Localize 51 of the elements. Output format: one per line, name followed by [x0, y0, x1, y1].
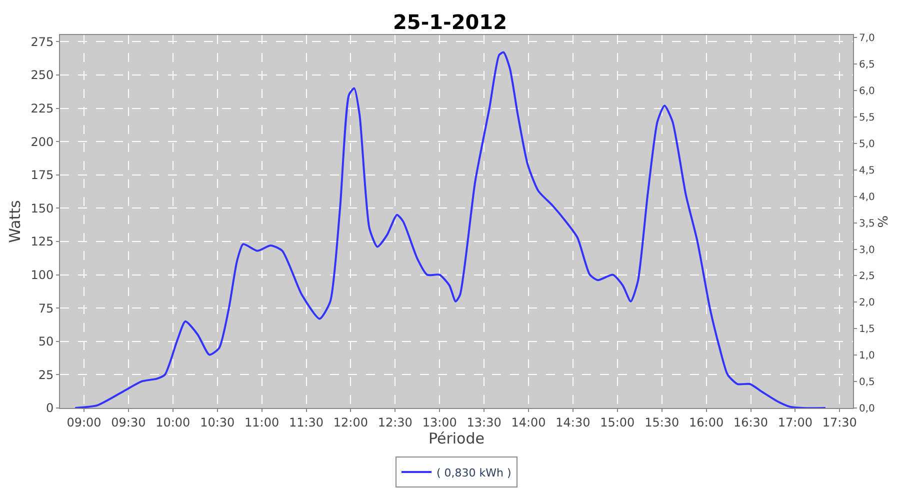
y2-tick-label: 3,0	[859, 244, 875, 256]
x-tick-label: 15:30	[644, 415, 680, 430]
x-tick-label: 14:00	[511, 415, 546, 430]
y2-tick-label: 0,5	[859, 377, 875, 388]
x-tick-label: 13:00	[422, 415, 457, 430]
chart-title: 25-1-2012	[392, 10, 508, 34]
y2-tick-label: 0,0	[859, 404, 875, 414]
y-tick-label: 0	[46, 401, 54, 416]
x-tick-label: 09:30	[111, 415, 146, 430]
x-tick-label: 12:30	[378, 415, 412, 430]
y-tick-label: 175	[30, 168, 54, 182]
y2-tick-label: 3,5	[859, 218, 875, 230]
x-tick-label: 12:00	[333, 415, 368, 430]
y-tick-label: 125	[30, 234, 54, 249]
x-tick-label: 17:00	[778, 415, 813, 430]
y2-tick-label: 1,5	[859, 324, 875, 336]
y2-tick-label: 6,5	[859, 60, 875, 71]
y2-axis-title: %	[876, 215, 892, 228]
x-tick-label: 15:00	[600, 415, 635, 430]
x-tick-label: 11:00	[244, 415, 280, 430]
x-tick-label: 13:30	[466, 415, 502, 430]
y2-tick-label: 5,0	[859, 138, 875, 150]
y2-tick-label: 6,0	[859, 86, 875, 98]
x-tick-label: 14:30	[556, 415, 590, 430]
y2-tick-label: 5,5	[859, 112, 875, 124]
y-tick-label: 100	[30, 268, 54, 282]
x-tick-label: 09:00	[66, 415, 102, 430]
y2-tick-label: 2,5	[859, 271, 875, 282]
legend-label: ( 0,830 kWh )	[436, 466, 512, 480]
y-axis-title: Watts	[6, 200, 24, 243]
y-tick-label: 75	[38, 301, 54, 316]
x-tick-label: 10:30	[200, 415, 235, 430]
y-tick-label: 50	[38, 334, 54, 349]
line-series	[74, 51, 826, 408]
y2-tick-label: 1,0	[859, 350, 875, 362]
y2-tick-label: 7,0	[859, 33, 875, 44]
x-tick-label: 10:00	[156, 415, 190, 430]
x-tick-label: 16:00	[689, 415, 724, 430]
y-tick-label: 25	[38, 368, 54, 382]
y2-tick-label: 4,5	[859, 165, 875, 176]
y-tick-label: 275	[30, 34, 54, 49]
y-tick-label: 200	[30, 134, 54, 149]
y2-tick-label: 4,0	[859, 192, 875, 203]
x-tick-label: 16:30	[733, 415, 768, 430]
y2-tick-label: 2,0	[859, 298, 875, 309]
y-tick-label: 150	[30, 201, 54, 216]
y-tick-label: 250	[30, 68, 54, 82]
x-axis-title: Période	[428, 429, 485, 448]
y-tick-label: 225	[30, 101, 54, 116]
x-tick-label: 17:30	[822, 415, 857, 430]
x-tick-label: 11:30	[288, 415, 324, 430]
